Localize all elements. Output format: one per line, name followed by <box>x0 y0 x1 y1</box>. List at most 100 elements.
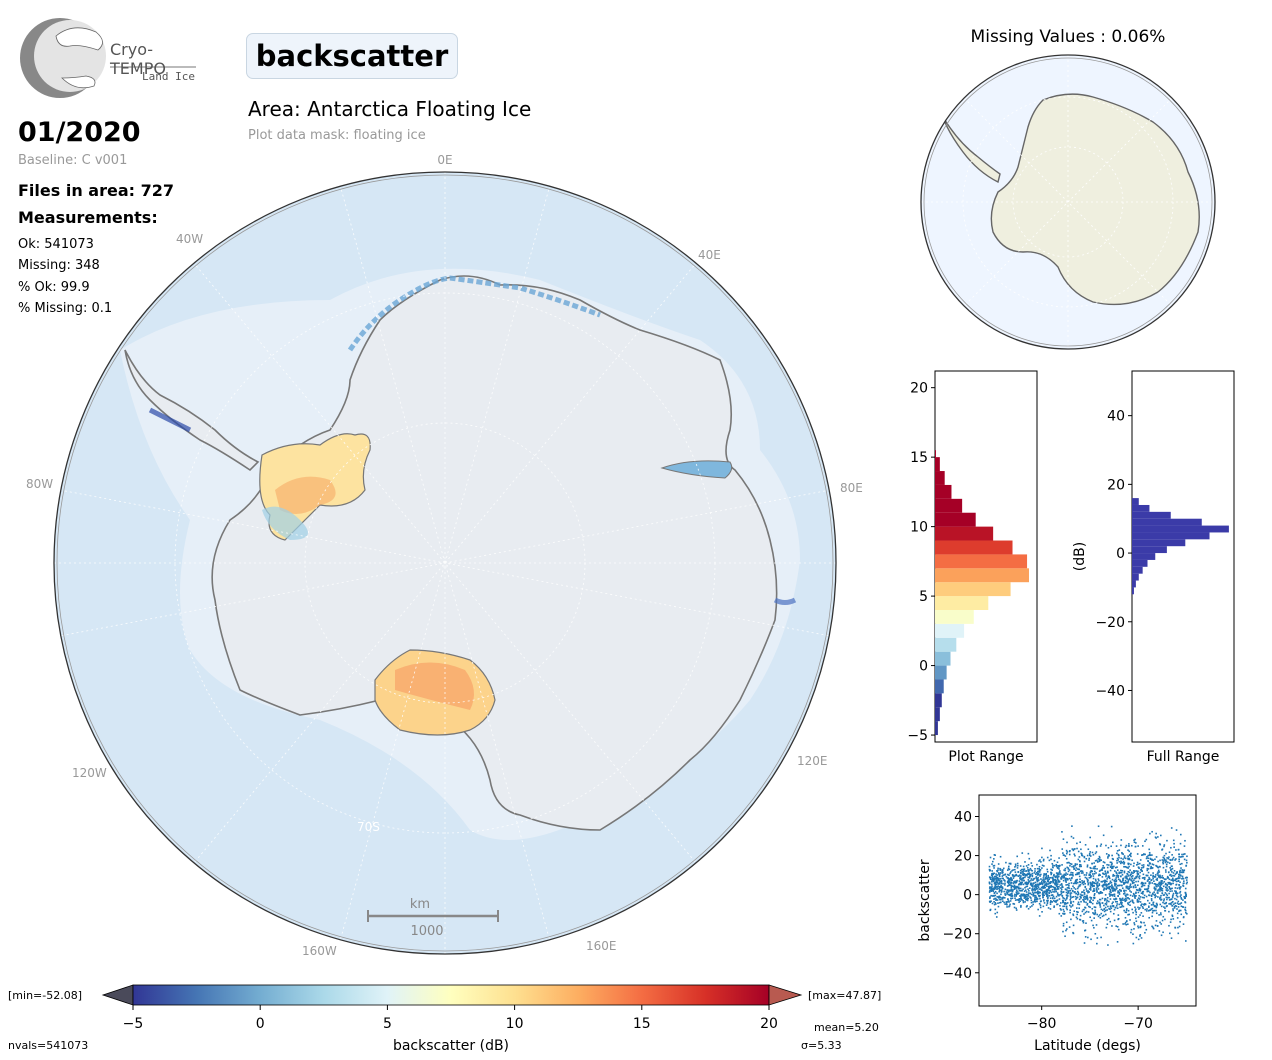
scatter-point <box>1162 882 1164 884</box>
scatter-point <box>1084 936 1087 938</box>
scatter-point <box>1181 871 1184 874</box>
scatter-point <box>1130 886 1133 888</box>
scatter-point <box>1066 889 1068 891</box>
scatter-point <box>1029 906 1032 908</box>
scatter-point <box>994 897 996 900</box>
scatter-point <box>1085 874 1088 876</box>
scatter-point <box>1119 897 1121 900</box>
scatter-point <box>1094 878 1097 881</box>
scatter-point <box>1155 906 1158 909</box>
scatter-point <box>1083 881 1085 883</box>
scatter-point <box>1129 900 1132 903</box>
scatter-point <box>1144 882 1147 884</box>
scatter-point <box>1115 925 1118 927</box>
scatter-point <box>1171 859 1174 861</box>
scatter-point <box>1102 872 1105 875</box>
scatter-point <box>990 900 992 902</box>
scatter-point <box>1018 889 1021 892</box>
scatter-point <box>1144 924 1146 927</box>
scatter-point <box>1124 881 1127 884</box>
scatter-point <box>1062 924 1065 927</box>
scatter-point <box>1158 914 1160 916</box>
scatter-point <box>1061 831 1063 833</box>
scatter-point <box>1031 872 1034 875</box>
scatter-point <box>1036 872 1039 875</box>
scatter-point <box>1004 888 1007 891</box>
scatter-point <box>1002 867 1005 870</box>
scatter-point <box>1142 854 1144 856</box>
scatter-point <box>1126 875 1128 878</box>
scatter-point <box>1053 864 1056 867</box>
scatter-point <box>1174 890 1176 892</box>
scatter-point <box>1032 903 1034 906</box>
scatter-point <box>1061 848 1064 850</box>
scatter-point <box>1139 926 1142 929</box>
scatter-point <box>1053 886 1055 889</box>
scatter-point <box>1050 868 1052 871</box>
scatter-point <box>1038 902 1041 905</box>
scatter-point <box>1070 892 1073 894</box>
scatter-point <box>1168 892 1170 895</box>
scatter-point <box>1021 879 1023 882</box>
scatter-point <box>1137 897 1140 899</box>
scatter-point <box>1107 876 1109 879</box>
scatter-point <box>1139 925 1142 928</box>
scatter-point <box>1163 845 1165 848</box>
scatter-point <box>1069 898 1072 901</box>
y-tick-label: −40 <box>1095 683 1125 699</box>
scatter-point <box>1000 893 1002 896</box>
scatter-point <box>1042 905 1045 908</box>
scatter-point <box>999 878 1002 880</box>
scatter-point <box>1041 911 1043 913</box>
scatter-point <box>1036 885 1038 887</box>
files-count: Files in area: 727 <box>18 181 174 200</box>
scatter-point <box>1166 857 1168 859</box>
scatter-point <box>1158 875 1160 878</box>
scatter-point <box>1123 898 1126 901</box>
scatter-point <box>1108 854 1110 857</box>
scatter-point <box>1075 879 1078 881</box>
scatter-point <box>1148 902 1151 904</box>
scatter-point <box>1100 869 1103 871</box>
scatter-point <box>1171 915 1174 918</box>
period-title: 01/2020 <box>18 117 141 148</box>
scatter-point <box>1060 915 1063 917</box>
scatter-point <box>1163 906 1165 908</box>
scatter-point <box>1062 930 1064 933</box>
scatter-point <box>1134 906 1136 909</box>
scatter-point <box>1068 887 1070 890</box>
scatter-point <box>1136 871 1139 873</box>
scatter-point <box>1063 873 1066 876</box>
scatter-point <box>1147 864 1149 866</box>
scatter-point <box>1082 921 1085 924</box>
scatter-point <box>1145 857 1148 860</box>
scatter-point <box>1006 873 1009 876</box>
scatter-point <box>1065 894 1068 897</box>
scatter-point <box>1060 883 1063 885</box>
scatter-point <box>1046 880 1049 883</box>
scatter-point <box>1169 887 1172 890</box>
scatter-point <box>1152 903 1155 906</box>
scatter-point <box>1108 877 1111 880</box>
scatter-point <box>1030 899 1033 902</box>
scatter-point <box>1069 864 1071 867</box>
scatter-point <box>1101 902 1104 904</box>
scatter-point <box>1184 891 1187 894</box>
scatter-point <box>1016 898 1019 901</box>
scatter-point <box>1167 881 1170 884</box>
scatter-point <box>1138 875 1141 877</box>
scatter-point <box>1128 858 1131 861</box>
scatter-point <box>1113 898 1115 900</box>
scatter-point <box>1154 883 1157 886</box>
scatter-point <box>1080 865 1082 868</box>
scatter-point <box>1136 875 1139 877</box>
scatter-point <box>1098 914 1101 916</box>
scatter-point <box>1150 898 1153 900</box>
scatter-point <box>1090 867 1092 870</box>
scatter-point <box>1086 878 1089 881</box>
scatter-point <box>1044 891 1046 894</box>
scatter-point <box>1015 886 1017 888</box>
scatter-point <box>1000 898 1002 901</box>
scatter-point <box>1180 897 1183 899</box>
scatter-point <box>1030 862 1033 864</box>
